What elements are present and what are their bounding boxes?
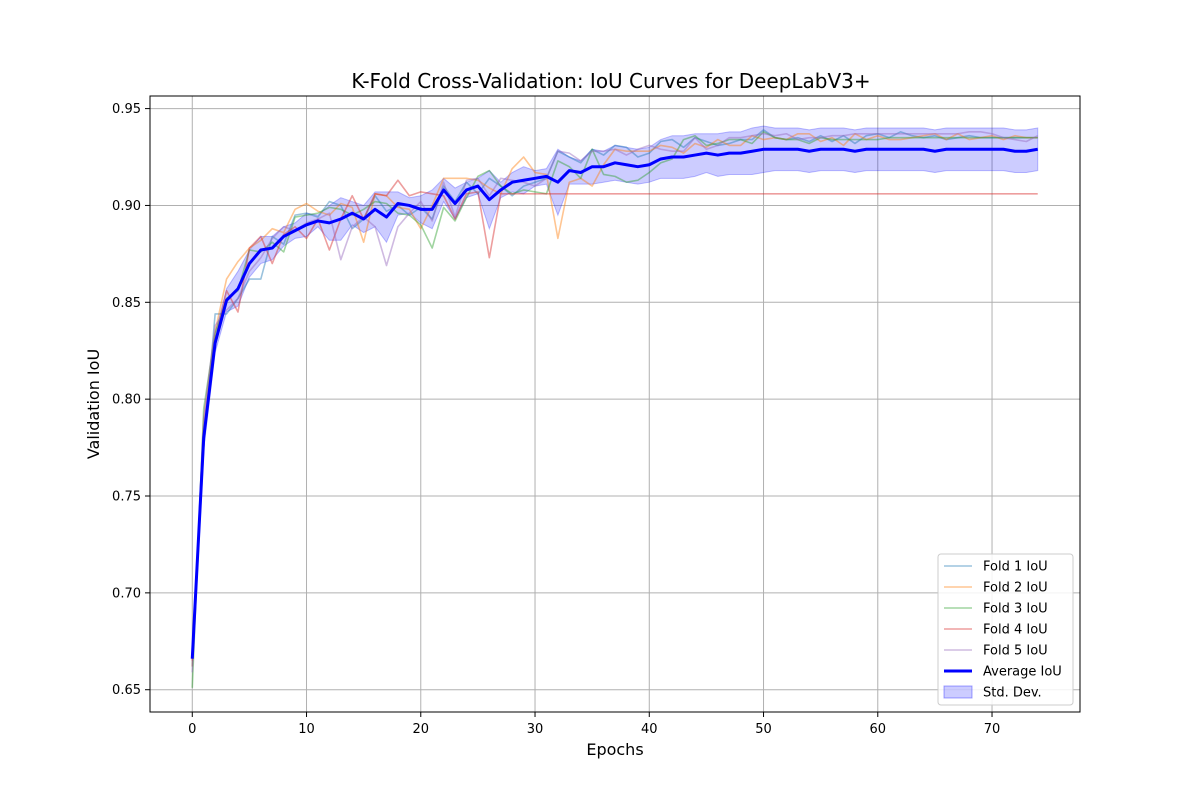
legend-label: Fold 4 IoU — [983, 623, 1048, 638]
y-tick-label: 0.85 — [112, 296, 141, 311]
average-layer — [190, 147, 1038, 659]
y-tick-label: 0.70 — [112, 586, 141, 601]
std-band-layer — [191, 125, 1039, 667]
legend-label: Fold 2 IoU — [983, 581, 1048, 596]
y-tick-label: 0.65 — [112, 683, 141, 698]
legend-box — [937, 553, 1074, 706]
y-tick-label: 0.80 — [112, 393, 141, 408]
std-dev-band — [191, 125, 1039, 667]
legend-label: Fold 5 IoU — [983, 644, 1048, 659]
x-tick-label: 0 — [188, 722, 196, 737]
legend-label: Std. Dev. — [983, 686, 1042, 701]
grid — [150, 96, 1080, 712]
x-tick-label: 50 — [755, 722, 772, 737]
legend-label: Fold 1 IoU — [983, 560, 1048, 575]
fold-5-line — [191, 131, 1039, 673]
legend-swatch-std-dev — [943, 685, 973, 699]
y-axis-label: Validation IoU — [84, 349, 103, 459]
plot-frame — [149, 95, 1081, 713]
legend-label: Fold 3 IoU — [983, 602, 1048, 617]
y-tick-label: 0.75 — [112, 490, 141, 505]
axis-ticks: 0 10 20 30 40 50 60 70 0.65 0.70 0.75 0.80 0.85 0.90 0… — [112, 102, 1000, 737]
x-tick-label: 40 — [641, 722, 658, 737]
chart-title: K-Fold Cross-Validation: IoU Curves for … — [351, 69, 870, 93]
series-layer — [191, 129, 1039, 688]
y-tick-label: 0.95 — [112, 102, 141, 117]
x-tick-label: 70 — [984, 722, 1001, 737]
x-tick-label: 30 — [527, 722, 544, 737]
fold-1-line — [191, 129, 1038, 667]
average-iou-line — [190, 147, 1038, 659]
fold-4-line — [191, 179, 1038, 661]
y-tick-label: 0.90 — [112, 199, 141, 214]
legend-label: Average IoU — [983, 665, 1062, 680]
fold-3-line — [191, 131, 1038, 688]
legend: Fold 1 IoU Fold 2 IoU Fold 3 IoU Fold 4 IoU… — [937, 553, 1074, 706]
x-axis-label: Epochs — [586, 740, 643, 759]
x-tick-label: 10 — [298, 722, 315, 737]
x-tick-label: 20 — [413, 722, 430, 737]
fold-2-line — [191, 132, 1038, 667]
x-tick-label: 60 — [870, 722, 887, 737]
